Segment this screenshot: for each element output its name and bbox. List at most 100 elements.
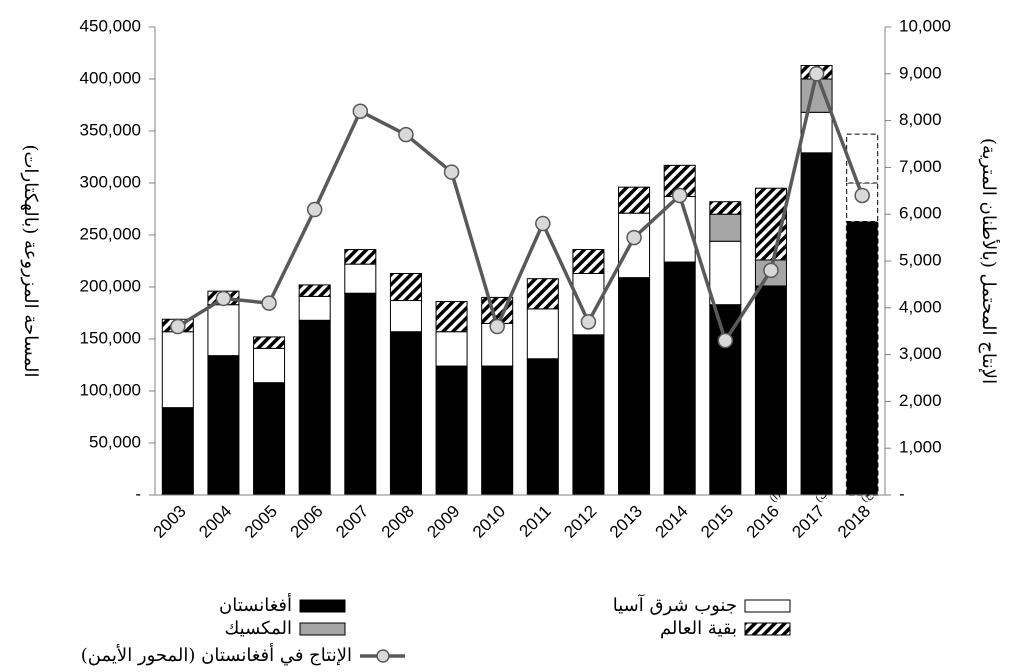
y-tick-label: 50,000: [89, 432, 141, 451]
line-marker: [352, 103, 369, 119]
x-tick-label: 2010: [469, 502, 509, 542]
bar-segment: [298, 284, 331, 297]
line-marker: [717, 332, 734, 349]
y2-tick-label: 8,000: [899, 110, 942, 129]
bar-segment: [709, 240, 742, 306]
bar-segment: [253, 347, 286, 384]
legend-label: المكسيك: [225, 618, 293, 639]
bar-segment: [161, 407, 194, 496]
bar-segment: [344, 249, 377, 265]
bar-segment: [618, 186, 651, 214]
bar-segment: [435, 301, 468, 333]
y2-tick-label: 7,000: [899, 157, 942, 176]
x-tick-group: 2005: [241, 502, 281, 542]
bar-segment: [253, 336, 286, 349]
y2-tick-label: 6,000: [899, 204, 942, 223]
x-tick-group: 2003: [150, 502, 190, 542]
bar-segment: [389, 272, 422, 302]
legend-label: جنوب شرق آسيا: [613, 594, 737, 616]
line-marker: [808, 66, 825, 82]
legend-label: بقية العالم: [660, 618, 737, 639]
x-tick-group: 2008: [378, 502, 418, 542]
x-tick-group: 2011: [516, 502, 555, 541]
bar-segment: [846, 220, 879, 496]
y-tick-label: -: [135, 484, 141, 503]
x-tick-label: 2007: [332, 502, 372, 542]
y2-tick-label: 4,000: [899, 297, 942, 316]
line-marker: [580, 314, 597, 330]
x-tick-label: 2015: [697, 502, 737, 542]
bar-segment: [161, 331, 194, 409]
line-marker: [854, 187, 870, 204]
bar-segment: [253, 382, 286, 496]
x-tick-group: 2007: [332, 502, 372, 542]
x-tick-group: 2010: [469, 502, 509, 542]
bar-segment: [389, 331, 422, 496]
line-marker: [489, 318, 505, 335]
line-marker: [170, 318, 186, 335]
y2-tick-label: 1,000: [899, 438, 942, 457]
x-tick-label: 2012: [560, 502, 600, 542]
x-tick-group: 2012: [560, 502, 600, 542]
line-marker: [535, 215, 551, 232]
line: [176, 67, 864, 345]
bar-segment: [207, 304, 240, 357]
line-marker: [215, 290, 232, 307]
bar-segment: [754, 285, 787, 496]
x-tick-label: 2016: [743, 502, 783, 542]
x-tick-label: 2008: [378, 502, 418, 542]
bar-segment: [709, 213, 742, 242]
x-tick-group: 2015: [697, 502, 737, 542]
bar-segment: [709, 201, 742, 215]
y-tick-label: 350,000: [80, 120, 141, 139]
x-tick-label: 2003: [150, 502, 190, 542]
x-tick-label: 2018: [834, 502, 874, 542]
legend-swatch: [299, 599, 346, 613]
y2-tick-label: -: [899, 484, 905, 503]
x-tick-label: 2011: [516, 502, 555, 541]
y-tick-label: 250,000: [80, 224, 141, 243]
legend-swatch: [299, 622, 346, 636]
bar-segment: [298, 319, 331, 496]
y-tick-label: 300,000: [80, 172, 141, 191]
y2-tick-label: 10,000: [899, 16, 951, 35]
y-tick-label: 150,000: [80, 328, 141, 347]
bar-segment: [481, 365, 514, 496]
legend-swatch: [744, 622, 791, 636]
line-marker: [306, 201, 323, 218]
x-tick-group: 2006: [287, 502, 327, 542]
bar-segment: [344, 292, 377, 496]
legend-label: الإنتاج في أفغانستان (المحور الأيمن): [81, 643, 352, 666]
line-marker: [443, 164, 460, 180]
line-marker: [261, 295, 277, 311]
y-tick-label: 100,000: [80, 380, 141, 399]
bar-segment: [389, 300, 422, 333]
x-tick-group: 2009: [423, 502, 463, 542]
line-marker: [763, 262, 779, 279]
y2-tick-label: 5,000: [899, 250, 942, 269]
bar-segment: [618, 212, 651, 279]
bar-segment: [572, 334, 605, 496]
y-tick-label: 450,000: [80, 16, 141, 35]
x-tick-label: 2009: [423, 502, 463, 542]
bar-segment: [298, 295, 331, 321]
x-tick-label: 2005: [241, 502, 281, 542]
bar-segment: [663, 261, 696, 496]
x-tick-label: 2017: [788, 502, 828, 542]
y-axis-title: المساحة المزروعة (بالهكتارات): [20, 144, 41, 377]
bar-segment: [526, 358, 559, 496]
x-tick-label: 2006: [287, 502, 327, 542]
y-tick-label: 200,000: [80, 276, 141, 295]
line-marker: [398, 126, 414, 143]
bar-segment: [846, 133, 879, 184]
x-tick-label: 2014: [652, 502, 692, 542]
x-tick-group: 2014: [652, 502, 692, 542]
line-marker: [671, 187, 688, 204]
x-tick-group: 2013: [606, 502, 646, 542]
y2-tick-label: 2,000: [899, 391, 942, 410]
x-tick-label: 2013: [606, 502, 646, 542]
y2-axis-title: الإنتاج المحتمل (بالأطنان المترية): [978, 138, 1001, 384]
bar-segment: [618, 277, 651, 496]
bar-segment: [435, 331, 468, 367]
